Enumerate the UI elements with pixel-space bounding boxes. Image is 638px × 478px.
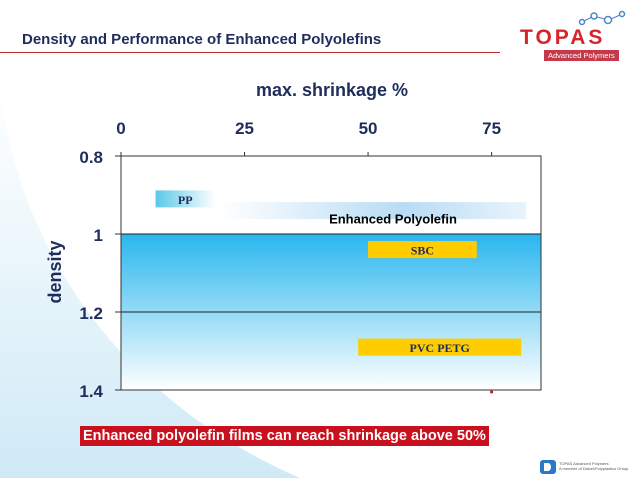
range-bar	[358, 338, 522, 356]
logo-name: TOPAS	[520, 26, 606, 49]
background-swoosh	[0, 90, 300, 478]
logo-subtitle: Advanced Polymers	[544, 50, 619, 61]
x-tick-label: 50	[359, 119, 378, 138]
x-tick-label: 25	[235, 119, 254, 138]
logo-dots-icon	[578, 10, 626, 26]
range-label: PP	[178, 193, 193, 207]
y-axis-label: density	[45, 240, 65, 303]
footer-logo-line-1: TOPAS Advanced Polymers	[559, 461, 609, 466]
y-tick-label: 1.2	[79, 304, 103, 323]
footer-banner: Enhanced polyolefin films can reach shri…	[80, 426, 489, 446]
slide-title: Density and Performance of Enhanced Poly…	[22, 31, 382, 48]
x-tick-label: 75	[482, 119, 501, 138]
plot-frame	[120, 155, 542, 391]
range-bar	[219, 202, 527, 220]
range-label: SBC	[411, 244, 434, 258]
y-tick-label: 0.8	[79, 148, 103, 167]
range-bar	[155, 190, 215, 208]
range-label: Enhanced Polyolefin	[329, 212, 457, 227]
title-divider	[0, 52, 500, 53]
y-tick-label: 1	[94, 226, 103, 245]
x-tick-label: 0	[116, 119, 125, 138]
marker-dot	[490, 390, 494, 394]
range-bar	[368, 241, 477, 259]
y-tick-label: 1.4	[79, 382, 103, 401]
x-axis-label: max. shrinkage %	[256, 80, 408, 100]
footer-logo-line-2: A member of Daicel/Polyplastics Group	[559, 466, 629, 471]
daicel-logo-icon	[540, 460, 556, 474]
topas-logo: TOPAS Advanced Polymers	[512, 8, 636, 66]
footer-logo: TOPAS Advanced Polymers A member of Daic…	[540, 460, 632, 474]
range-label: PVC PETG	[410, 341, 470, 355]
